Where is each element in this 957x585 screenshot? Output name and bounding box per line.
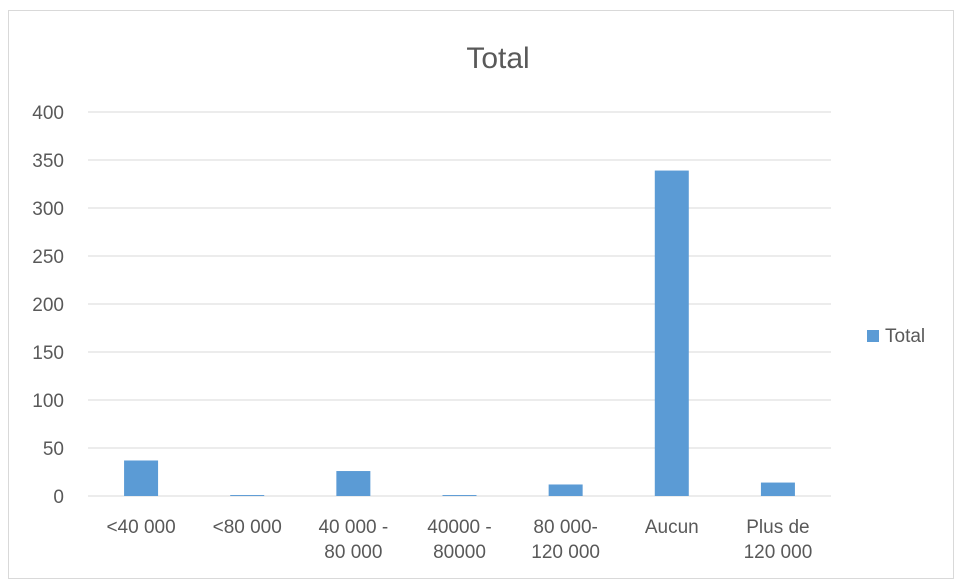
- y-tick-label: 0: [53, 487, 64, 508]
- x-tick-label: 40 000 - 80 000: [318, 517, 388, 563]
- x-tick-label: <80 000: [213, 517, 282, 538]
- bar: [230, 495, 265, 496]
- gridlines: [88, 111, 831, 497]
- x-tick-label: 40000 - 80000: [427, 517, 491, 563]
- x-tick-label-line: <40 000: [106, 517, 175, 538]
- x-tick-label-line: 40 000 -: [318, 517, 388, 538]
- legend: Total: [867, 326, 925, 347]
- x-tick-label-line: 120 000: [531, 542, 600, 563]
- bar: [548, 484, 583, 496]
- y-tick-label: 300: [32, 199, 64, 220]
- y-tick-label: 350: [32, 151, 64, 172]
- chart-title: Total: [466, 42, 529, 75]
- chart-frame: Total 0 50 100 150 200 250 300 350 400 <40 000 <8…: [8, 10, 954, 579]
- x-tick-label: Plus de 120 000: [744, 517, 813, 563]
- y-tick-label: 250: [32, 247, 64, 268]
- y-axis: 0 50 100 150 200 250 300 350 400: [32, 103, 64, 508]
- bar-chart: Total 0 50 100 150 200 250 300 350 400 <40 000 <8…: [32, 42, 925, 563]
- y-tick-label: 150: [32, 343, 64, 364]
- x-tick-label-line: 80000: [433, 542, 486, 563]
- x-tick-label: 80 000- 120 000: [531, 517, 600, 563]
- bars: [124, 170, 795, 496]
- x-tick-label-line: 80 000-: [533, 517, 597, 538]
- x-tick-label-line: <80 000: [213, 517, 282, 538]
- bar: [442, 495, 477, 496]
- bar: [654, 170, 689, 496]
- bar: [760, 482, 795, 496]
- bar: [336, 471, 371, 496]
- bar: [124, 460, 159, 496]
- y-tick-label: 100: [32, 391, 64, 412]
- x-tick-label-line: 40000 -: [427, 517, 491, 538]
- x-axis: <40 000 <80 000 40 000 - 80 000 40000 - 80000…: [106, 517, 812, 563]
- x-tick-label-line: 80 000: [324, 542, 382, 563]
- y-tick-label: 50: [43, 439, 64, 460]
- x-tick-label-line: Plus de: [746, 517, 809, 538]
- y-tick-label: 200: [32, 295, 64, 316]
- legend-label-total: Total: [885, 326, 925, 347]
- x-tick-label: Aucun: [645, 517, 699, 538]
- y-tick-label: 400: [32, 103, 64, 124]
- x-tick-label-line: 120 000: [744, 542, 813, 563]
- legend-swatch-total: [867, 330, 879, 342]
- x-tick-label-line: Aucun: [645, 517, 699, 538]
- x-tick-label: <40 000: [106, 517, 175, 538]
